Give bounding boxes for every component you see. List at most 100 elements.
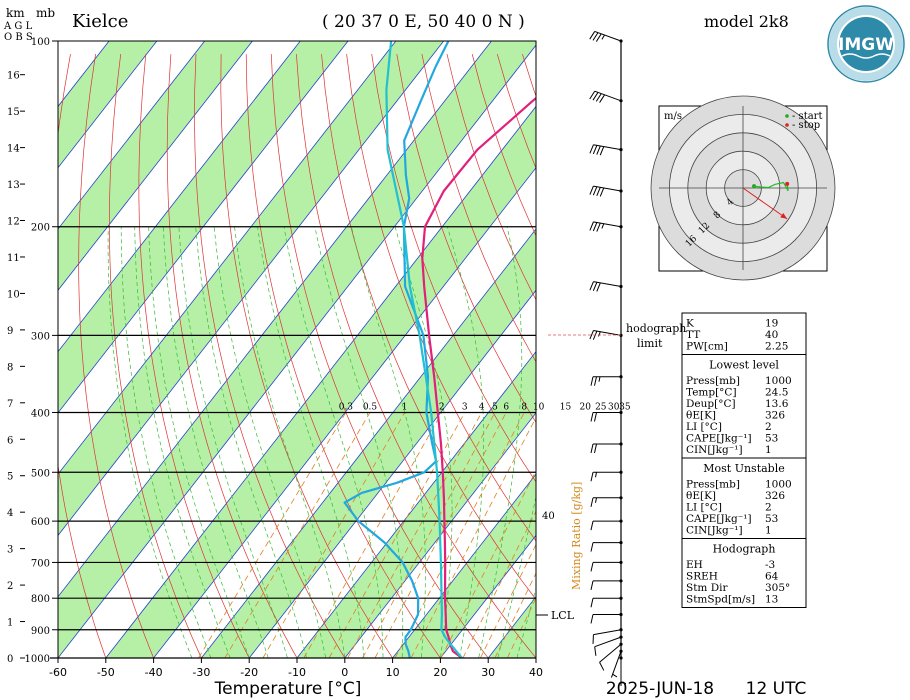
hodograph-start-point bbox=[752, 184, 757, 189]
logo-ring-band bbox=[829, 7, 903, 81]
km-tick-label: 6 bbox=[7, 435, 13, 446]
x-tick-label: 20 bbox=[433, 666, 447, 679]
hodograph-legend-stop: - stop bbox=[792, 120, 820, 131]
mixing-ratio-label: 4 bbox=[479, 402, 485, 412]
mixing-ratio-label: 0.5 bbox=[363, 402, 378, 412]
isotherm-line bbox=[58, 41, 158, 169]
dewpoint-profile bbox=[343, 41, 450, 658]
pressure-tick-labels: 100 200 300 400 500 600 700 800 900 1000 bbox=[25, 37, 58, 665]
dry-adiabat bbox=[109, 54, 202, 658]
wind-barb bbox=[590, 612, 623, 624]
isotherm-line bbox=[440, 534, 536, 658]
index-value: 40 bbox=[765, 329, 778, 341]
mixing-ratio-label: 3 bbox=[462, 402, 468, 412]
wind-barb bbox=[589, 281, 623, 292]
mixing-ratio-line bbox=[303, 412, 443, 658]
index-value: 1 bbox=[765, 525, 772, 537]
legend-stop-dot bbox=[785, 123, 789, 127]
pressure-tick-label: 100 bbox=[31, 37, 50, 48]
pressure-tick-label: 700 bbox=[31, 558, 50, 569]
x-tick-label: -50 bbox=[97, 666, 115, 679]
mixing-ratio-line bbox=[480, 543, 536, 658]
moist-adiabat bbox=[351, 226, 426, 658]
dry-adiabat bbox=[78, 54, 154, 658]
index-value: 13 bbox=[765, 594, 778, 606]
isotherm-line bbox=[201, 228, 536, 658]
forecast-date: 2025-JUN-18 bbox=[606, 679, 714, 699]
dry-adiabat bbox=[321, 54, 536, 600]
index-value: 2.25 bbox=[765, 341, 788, 353]
index-value: 326 bbox=[765, 410, 785, 422]
wind-barb bbox=[619, 656, 627, 686]
hodograph-ring-label: 4 bbox=[725, 197, 736, 208]
moist-adiabat bbox=[314, 226, 404, 658]
wind-barb bbox=[599, 642, 623, 671]
mixing-ratio-lines bbox=[198, 412, 536, 658]
km-tick-label: 11 bbox=[7, 253, 20, 264]
index-value: 19 bbox=[765, 318, 778, 330]
mixing-ratio-line bbox=[262, 412, 406, 658]
moist-adiabat bbox=[107, 226, 193, 658]
storm-motion-vector bbox=[742, 187, 788, 220]
indices-section-title: Lowest level bbox=[709, 359, 779, 372]
x-tick-label: -30 bbox=[192, 666, 210, 679]
dry-adiabat bbox=[371, 54, 536, 483]
isotherm-line bbox=[248, 289, 536, 658]
hodograph-units: m/s bbox=[664, 111, 682, 122]
isobar-lines bbox=[58, 226, 536, 631]
index-label: CAPE[Jkg⁻¹] bbox=[686, 513, 752, 525]
moist-adiabat bbox=[447, 226, 485, 658]
moist-adiabat bbox=[163, 226, 269, 658]
mixing-ratio-line bbox=[462, 510, 536, 658]
index-label: SREH bbox=[686, 571, 718, 583]
wind-barbs bbox=[589, 30, 627, 686]
index-value: 305° bbox=[765, 582, 790, 594]
isotherm-line bbox=[105, 105, 536, 658]
index-value: 1 bbox=[765, 444, 772, 456]
x-tick-label: 40 bbox=[529, 666, 543, 679]
imgw-logo: IMGW bbox=[827, 5, 905, 83]
axis-km-label: km bbox=[6, 6, 25, 20]
isotherm-line bbox=[58, 41, 397, 475]
wind-barb bbox=[590, 540, 623, 552]
moist-adiabat bbox=[478, 226, 523, 658]
index-label: Stm Dir bbox=[686, 582, 728, 594]
axis-agl-label: A G L bbox=[3, 21, 33, 32]
indices-box bbox=[681, 538, 807, 608]
isotherm-line bbox=[58, 41, 205, 230]
isotherm-line bbox=[58, 41, 349, 414]
km-tick-label: 8 bbox=[7, 362, 13, 373]
wind-barb bbox=[592, 628, 623, 644]
moist-adiabat bbox=[535, 656, 536, 658]
station-coords: ( 20 37 0 E, 50 40 0 N ) bbox=[322, 12, 525, 32]
km-tick-label: 9 bbox=[7, 326, 13, 337]
mixing-ratio-line bbox=[198, 412, 347, 658]
km-tick-label: 13 bbox=[7, 180, 20, 191]
moist-adiabat bbox=[257, 226, 365, 658]
mixing-ratio-line bbox=[374, 412, 507, 658]
x-tick-label: -40 bbox=[145, 666, 163, 679]
mixing-ratio-label: 20 bbox=[579, 402, 591, 412]
wind-barb bbox=[610, 649, 623, 678]
moist-adiabat bbox=[497, 495, 536, 658]
index-value: 1000 bbox=[765, 479, 792, 491]
index-label: θE[K] bbox=[686, 490, 716, 502]
mixing-ratio-line bbox=[224, 412, 371, 658]
moist-adiabat bbox=[120, 226, 212, 658]
pressure-tick-label: 200 bbox=[31, 223, 50, 234]
lcl-label: LCL bbox=[551, 609, 575, 622]
km-tick-label: 10 bbox=[7, 289, 20, 300]
index-label: TT bbox=[686, 329, 700, 341]
indices-section-title: Most Unstable bbox=[703, 462, 785, 475]
wind-barb bbox=[590, 560, 623, 572]
hodograph-limit-label-1: hodograph bbox=[626, 322, 686, 335]
moist-adiabat bbox=[178, 226, 288, 658]
wind-barb bbox=[589, 185, 623, 197]
logo-waves bbox=[841, 53, 891, 59]
wind-barb bbox=[589, 144, 623, 156]
mixing-ratio-label: 5 bbox=[492, 402, 498, 412]
model-name: model 2k8 bbox=[704, 12, 789, 31]
x-tick-labels: -60 -50 -40 -30 -20 -10 0 10 20 30 40 bbox=[49, 658, 543, 679]
